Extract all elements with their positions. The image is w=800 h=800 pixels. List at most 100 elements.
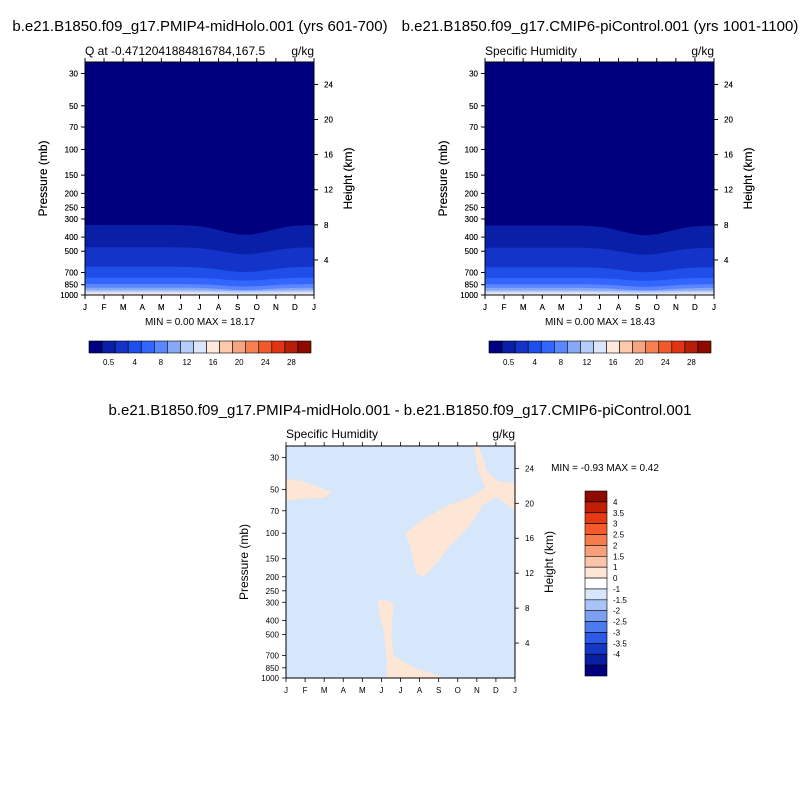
colorbar-swatch <box>297 340 312 354</box>
colorbar-swatch <box>584 490 608 503</box>
x-tick-label: M <box>520 303 527 312</box>
y-tick-label: 500 <box>465 247 479 256</box>
panel-2-units: g/kg <box>691 44 714 58</box>
x-tick-label: N <box>273 303 279 312</box>
y-tick-label: 100 <box>65 146 79 155</box>
y2-tick-label: 8 <box>724 221 729 230</box>
x-tick-label: D <box>493 686 499 695</box>
y2-tick-label: 4 <box>324 256 329 265</box>
colorbar-swatch <box>619 340 633 354</box>
colorbar-swatch <box>219 340 233 354</box>
y2-tick-label: 12 <box>724 186 733 195</box>
x-tick-label: M <box>158 303 165 312</box>
y-tick-label: 300 <box>266 598 280 607</box>
panel-3-title: b.e21.B1850.f09_g17.PMIP4-midHolo.001 - … <box>109 402 692 419</box>
x-tick-label: O <box>254 303 260 312</box>
diff-positive-region <box>377 600 447 678</box>
panel-3-variable-label: Specific Humidity <box>286 427 378 441</box>
x-tick-label: A <box>616 303 622 312</box>
y2-tick-label: 24 <box>525 464 534 473</box>
colorbar-label: 4 <box>532 358 537 367</box>
x-tick-label: N <box>474 686 480 695</box>
colorbar-label: 12 <box>582 358 591 367</box>
x-tick-label: M <box>558 303 565 312</box>
y-tick-label: 500 <box>465 247 479 256</box>
panel-2-colorbar: 0.5 4 8 12 16 20 24 28 <box>488 340 712 367</box>
y-tick-label: 850 <box>465 281 479 290</box>
x-tick-label: D <box>692 303 698 312</box>
panel-1-plot: J F M A M J J A S O N D J 30 50 70 100 150 200 250 300 400 500… <box>36 58 355 312</box>
y-tick-label: 70 <box>69 123 78 132</box>
x-tick-label: M <box>558 303 565 312</box>
y2-tick-label: 16 <box>324 151 333 160</box>
panel-1-title: b.e21.B1850.f09_g17.PMIP4-midHolo.001 (y… <box>12 18 387 35</box>
y2-tick-label: 8 <box>724 221 729 230</box>
colorbar-swatch <box>206 340 220 354</box>
y-tick-label: 850 <box>465 281 479 290</box>
colorbar-swatch <box>514 340 529 354</box>
y-tick-label: 400 <box>65 233 79 242</box>
x-tick-label: A <box>616 303 622 312</box>
y2-axis-label: Height (km) <box>341 147 355 209</box>
x-tick-label: M <box>158 303 165 312</box>
colorbar-swatch <box>114 340 129 354</box>
colorbar-swatch <box>245 340 260 354</box>
x-tick-label: S <box>235 303 240 312</box>
colorbar-swatch <box>584 566 608 579</box>
y2-tick-label: 12 <box>724 186 733 195</box>
x-tick-label: M <box>120 303 127 312</box>
y-tick-label: 300 <box>65 215 79 224</box>
colorbar-label: 4 <box>613 498 618 507</box>
colorbar-label: -3.5 <box>613 639 627 648</box>
x-tick-label: F <box>502 303 507 312</box>
colorbar-label: -4 <box>613 650 621 659</box>
y-tick-label: 100 <box>465 146 479 155</box>
y2-tick-label: 4 <box>525 639 530 648</box>
plot-frame <box>484 61 715 296</box>
y-tick-label: 50 <box>469 102 478 111</box>
y-tick-label: 300 <box>65 215 79 224</box>
x-tick-label: A <box>216 303 222 312</box>
panel-3-min-max: MIN = -0.93 MAX = 0.42 <box>551 463 659 474</box>
y-tick-label: 400 <box>65 233 79 242</box>
colorbar-label: 8 <box>159 358 164 367</box>
y-tick-label: 500 <box>266 630 280 639</box>
x-tick-label: J <box>483 303 487 312</box>
y-tick-label: 1000 <box>460 291 478 300</box>
colorbar-swatch <box>584 599 608 612</box>
x-tick-label: J <box>379 686 383 695</box>
panel-3-colorbar: 4 3.5 3 2.52 1.5 1 0 -1 -1.5 -2 -2.5-3 -3.5 -4 <box>584 490 627 677</box>
y-tick-label: 30 <box>469 70 478 79</box>
x-tick-label: S <box>436 686 441 695</box>
y-tick-label: 700 <box>266 652 280 661</box>
y2-tick-label: 8 <box>324 221 329 230</box>
colorbar-label: 4 <box>132 358 137 367</box>
colorbar-swatch <box>584 577 608 590</box>
colorbar-swatch <box>127 340 142 354</box>
panel-3: b.e21.B1850.f09_g17.PMIP4-midHolo.001 - … <box>109 402 692 695</box>
colorbar-swatch <box>271 340 286 354</box>
y-axis-label: Pressure (mb) <box>237 524 251 600</box>
colorbar-swatch <box>671 340 686 354</box>
x-tick-label: J <box>83 303 87 312</box>
y2-tick-label: 20 <box>724 116 733 125</box>
colorbar-label: 3 <box>613 520 618 529</box>
colorbar-label: 1 <box>613 563 618 572</box>
x-tick-label: J <box>598 303 602 312</box>
colorbar-label: 8 <box>559 358 564 367</box>
colorbar-swatch <box>584 588 608 601</box>
y-tick-label: 850 <box>65 281 79 290</box>
colorbar-swatch <box>684 340 699 354</box>
y-tick-label: 50 <box>270 486 279 495</box>
colorbar-swatch <box>153 340 168 354</box>
panel-2-title: b.e21.B1850.f09_g17.CMIP6-piControl.001 … <box>402 18 799 35</box>
panel-1-colorbar: 0.5 4 8 12 16 20 24 28 <box>88 340 312 367</box>
y2-tick-label: 20 <box>724 116 733 125</box>
y-tick-label: 150 <box>465 171 479 180</box>
colorbar-swatch <box>488 340 503 354</box>
colorbar-label: 24 <box>661 358 670 367</box>
y-tick-label: 700 <box>65 268 79 277</box>
y-tick-label: 70 <box>469 123 478 132</box>
y-tick-label: 250 <box>65 203 79 212</box>
